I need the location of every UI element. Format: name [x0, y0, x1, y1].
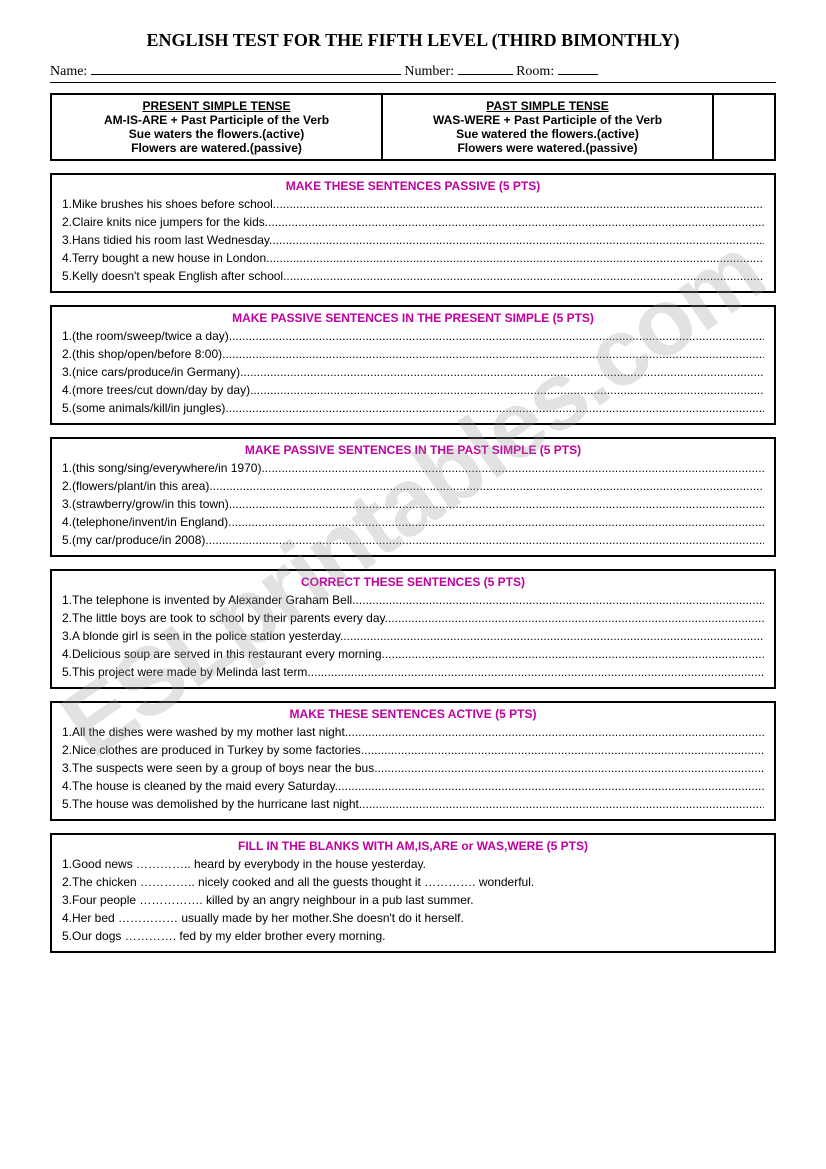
- exercise-item: 2.The chicken ………….. nicely cooked and a…: [62, 873, 764, 891]
- exercise-item: 4.Her bed …………… usually made by her moth…: [62, 909, 764, 927]
- exercise-item: 1.Mike brushes his shoes before school: [62, 195, 764, 213]
- exercise-item: 5.Our dogs …………. fed by my elder brother…: [62, 927, 764, 945]
- page-title: ENGLISH TEST FOR THE FIFTH LEVEL (THIRD …: [50, 30, 776, 51]
- present-tense-title: PRESENT SIMPLE TENSE: [60, 99, 373, 113]
- exercise-item: 1.Good news ………….. heard by everybody in…: [62, 855, 764, 873]
- section-title: MAKE THESE SENTENCES ACTIVE (5 PTS): [62, 707, 764, 721]
- exercise-item: 3.The suspects were seen by a group of b…: [62, 759, 764, 777]
- exercise-section: MAKE PASSIVE SENTENCES IN THE PAST SIMPL…: [50, 437, 776, 557]
- past-tense-ex-passive: Flowers were watered.(passive): [391, 141, 704, 155]
- past-tense-ex-active: Sue watered the flowers.(active): [391, 127, 704, 141]
- present-tense-rule: AM-IS-ARE + Past Participle of the Verb: [60, 113, 373, 127]
- exercise-item: 3.Hans tidied his room last Wednesday: [62, 231, 764, 249]
- section-title: MAKE PASSIVE SENTENCES IN THE PRESENT SI…: [62, 311, 764, 325]
- exercise-item: 4.(telephone/invent/in England): [62, 513, 764, 531]
- section-title: MAKE THESE SENTENCES PASSIVE (5 PTS): [62, 179, 764, 193]
- exercise-item: 1.(this song/sing/everywhere/in 1970): [62, 459, 764, 477]
- exercise-item: 2.Claire knits nice jumpers for the kids: [62, 213, 764, 231]
- exercise-section: CORRECT THESE SENTENCES (5 PTS) 1.The tel…: [50, 569, 776, 689]
- exercise-item: 3.(nice cars/produce/in Germany): [62, 363, 764, 381]
- student-info-line: Name: Number: Room:: [50, 63, 776, 83]
- room-blank[interactable]: [558, 63, 598, 75]
- number-blank[interactable]: [458, 63, 513, 75]
- section-title: FILL IN THE BLANKS WITH AM,IS,ARE or WAS…: [62, 839, 764, 853]
- number-label: Number:: [404, 64, 454, 79]
- exercise-item: 4.(more trees/cut down/day by day): [62, 381, 764, 399]
- present-tense-ex-active: Sue waters the flowers.(active): [60, 127, 373, 141]
- exercise-item: 3.(strawberry/grow/in this town): [62, 495, 764, 513]
- exercise-item: 5.(some animals/kill/in jungles): [62, 399, 764, 417]
- present-tense-cell: PRESENT SIMPLE TENSE AM-IS-ARE + Past Pa…: [52, 95, 383, 159]
- name-label: Name:: [50, 64, 87, 79]
- exercise-item: 5.This project were made by Melinda last…: [62, 663, 764, 681]
- exercise-item: 3.Four people ……………. killed by an angry …: [62, 891, 764, 909]
- past-tense-rule: WAS-WERE + Past Participle of the Verb: [391, 113, 704, 127]
- exercise-item: 5.Kelly doesn't speak English after scho…: [62, 267, 764, 285]
- exercise-item: 3.A blonde girl is seen in the police st…: [62, 627, 764, 645]
- exercise-item: 4.The house is cleaned by the maid every…: [62, 777, 764, 795]
- tense-reference-row: PRESENT SIMPLE TENSE AM-IS-ARE + Past Pa…: [50, 93, 776, 161]
- exercise-item: 4.Terry bought a new house in London: [62, 249, 764, 267]
- tense-spacer: [714, 95, 774, 159]
- exercise-item: 2.(this shop/open/before 8:00): [62, 345, 764, 363]
- exercise-item: 4.Delicious soup are served in this rest…: [62, 645, 764, 663]
- exercise-item: 1.The telephone is invented by Alexander…: [62, 591, 764, 609]
- past-tense-cell: PAST SIMPLE TENSE WAS-WERE + Past Partic…: [383, 95, 714, 159]
- exercise-item: 5.(my car/produce/in 2008): [62, 531, 764, 549]
- section-title: CORRECT THESE SENTENCES (5 PTS): [62, 575, 764, 589]
- exercise-item: 2.The little boys are took to school by …: [62, 609, 764, 627]
- exercise-item: 2.(flowers/plant/in this area): [62, 477, 764, 495]
- exercise-section: MAKE THESE SENTENCES PASSIVE (5 PTS) 1.Mi…: [50, 173, 776, 293]
- past-tense-title: PAST SIMPLE TENSE: [391, 99, 704, 113]
- exercise-section: FILL IN THE BLANKS WITH AM,IS,ARE or WAS…: [50, 833, 776, 953]
- exercise-section: MAKE THESE SENTENCES ACTIVE (5 PTS) 1.All…: [50, 701, 776, 821]
- room-label: Room:: [516, 64, 554, 79]
- exercise-section: MAKE PASSIVE SENTENCES IN THE PRESENT SI…: [50, 305, 776, 425]
- exercise-item: 5.The house was demolished by the hurric…: [62, 795, 764, 813]
- exercise-item: 1.(the room/sweep/twice a day): [62, 327, 764, 345]
- section-title: MAKE PASSIVE SENTENCES IN THE PAST SIMPL…: [62, 443, 764, 457]
- exercise-item: 2.Nice clothes are produced in Turkey by…: [62, 741, 764, 759]
- exercise-item: 1.All the dishes were washed by my mothe…: [62, 723, 764, 741]
- name-blank[interactable]: [91, 63, 401, 75]
- present-tense-ex-passive: Flowers are watered.(passive): [60, 141, 373, 155]
